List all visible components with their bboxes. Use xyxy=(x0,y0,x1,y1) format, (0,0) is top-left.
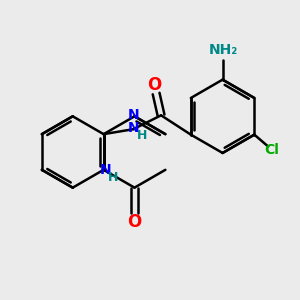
Text: N: N xyxy=(128,121,139,135)
Text: H: H xyxy=(108,171,119,184)
Text: NH₂: NH₂ xyxy=(209,43,238,57)
Text: N: N xyxy=(100,163,111,177)
Text: O: O xyxy=(147,76,161,94)
Text: N: N xyxy=(128,108,139,122)
Text: Cl: Cl xyxy=(265,143,280,158)
Text: H: H xyxy=(137,129,147,142)
Text: O: O xyxy=(128,213,142,231)
